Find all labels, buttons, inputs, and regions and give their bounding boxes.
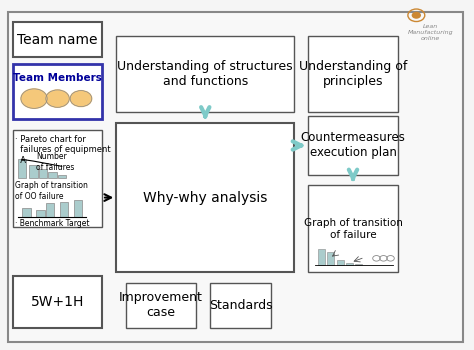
FancyBboxPatch shape xyxy=(13,130,102,227)
Text: Graph of transition
of OO failure: Graph of transition of OO failure xyxy=(15,181,88,201)
FancyBboxPatch shape xyxy=(116,36,294,112)
Bar xyxy=(46,203,54,217)
Text: Team Members: Team Members xyxy=(13,72,102,83)
Text: Lean
Manufacturing
online: Lean Manufacturing online xyxy=(408,24,453,41)
Bar xyxy=(318,248,325,265)
Bar xyxy=(39,169,47,178)
Bar xyxy=(74,200,82,217)
Bar xyxy=(29,164,38,178)
FancyBboxPatch shape xyxy=(309,116,398,175)
Circle shape xyxy=(70,91,92,107)
Bar xyxy=(22,208,31,217)
Text: Understanding of
principles: Understanding of principles xyxy=(299,60,407,88)
FancyBboxPatch shape xyxy=(309,186,398,272)
Circle shape xyxy=(411,12,421,19)
Bar xyxy=(57,175,66,178)
Text: Improvement
case: Improvement case xyxy=(119,291,203,319)
Text: · Pareto chart for
  failures of equipment
  A: · Pareto chart for failures of equipment… xyxy=(15,135,111,165)
Text: Team name: Team name xyxy=(17,33,98,47)
Text: Number
of failures: Number of failures xyxy=(36,153,75,172)
Bar xyxy=(36,210,45,217)
Bar xyxy=(327,252,334,265)
Text: · Benchmark Target: · Benchmark Target xyxy=(15,219,90,228)
FancyBboxPatch shape xyxy=(13,64,102,119)
Bar xyxy=(356,264,363,265)
Bar xyxy=(337,260,344,265)
Bar xyxy=(346,262,353,265)
Text: Standards: Standards xyxy=(209,299,272,312)
FancyBboxPatch shape xyxy=(13,276,102,328)
Circle shape xyxy=(46,90,69,107)
Bar xyxy=(48,172,56,178)
Circle shape xyxy=(21,89,47,108)
FancyBboxPatch shape xyxy=(309,36,398,112)
FancyBboxPatch shape xyxy=(13,22,102,57)
Bar xyxy=(18,159,26,178)
Text: Countermeasures
execution plan: Countermeasures execution plan xyxy=(301,132,405,160)
Text: Graph of transition
of failure: Graph of transition of failure xyxy=(303,218,402,240)
Text: Understanding of structures
and functions: Understanding of structures and function… xyxy=(118,60,293,88)
FancyBboxPatch shape xyxy=(8,12,463,342)
FancyBboxPatch shape xyxy=(210,283,271,328)
FancyBboxPatch shape xyxy=(126,283,196,328)
FancyBboxPatch shape xyxy=(116,123,294,272)
Bar xyxy=(60,202,68,217)
Text: 5W+1H: 5W+1H xyxy=(31,295,84,309)
Text: Why-why analysis: Why-why analysis xyxy=(143,190,267,204)
